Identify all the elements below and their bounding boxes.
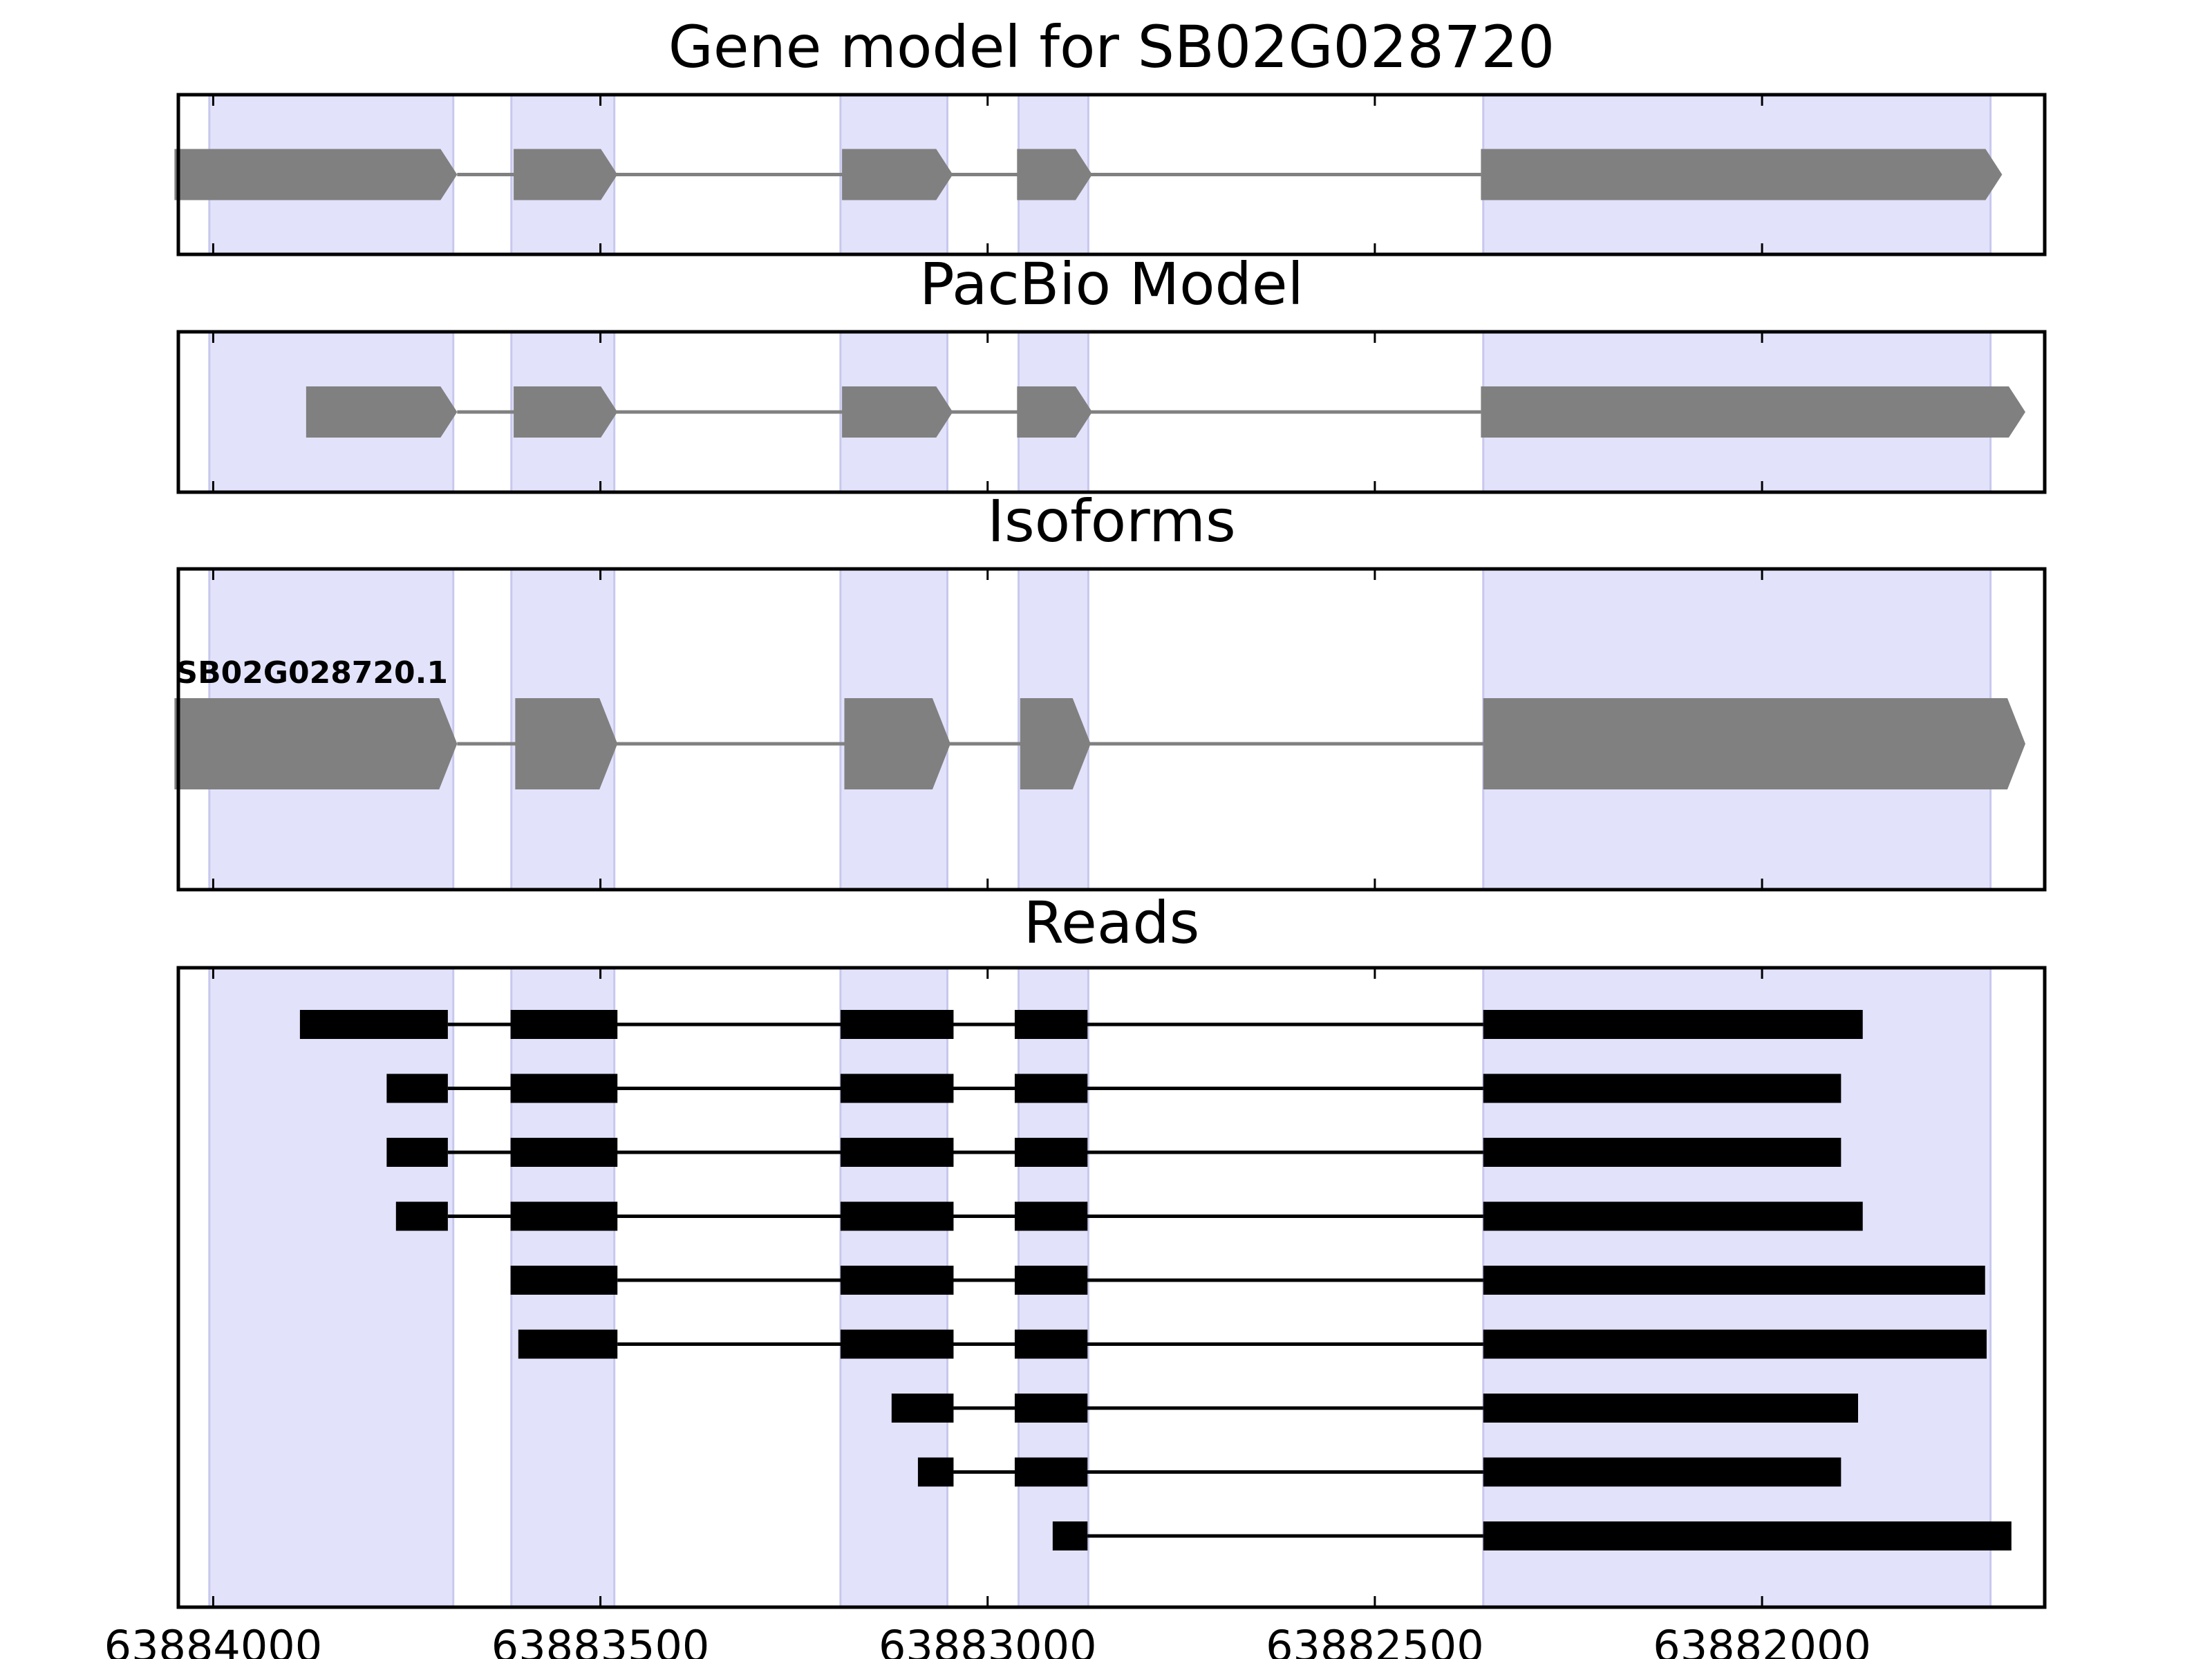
read-row <box>1052 1521 2012 1550</box>
read-exon-block <box>1014 1329 1088 1359</box>
panel-gene-model: Gene model for SB02G028720 <box>174 13 2047 256</box>
read-exon-block <box>510 1201 618 1231</box>
panel-title: Gene model for SB02G028720 <box>668 13 1555 81</box>
read-exon-block <box>1483 1074 1841 1103</box>
exon-block <box>1020 698 1091 789</box>
panel-frame <box>176 93 2047 256</box>
exon-block <box>306 386 458 438</box>
read-exon-block <box>1483 1457 1841 1487</box>
read-row <box>395 1201 1863 1231</box>
exon-block <box>174 698 458 789</box>
read-row <box>917 1457 1841 1487</box>
read-exon-block <box>840 1074 954 1103</box>
read-exon-block <box>917 1457 954 1487</box>
read-exon-block <box>510 1010 618 1039</box>
read-exon-block <box>840 1138 954 1167</box>
read-row <box>891 1394 1858 1423</box>
read-exon-block <box>1483 1010 1863 1039</box>
read-exon-block <box>299 1010 448 1039</box>
exon-block <box>514 386 618 438</box>
exon-block <box>844 698 950 789</box>
read-exon-block <box>1483 1201 1863 1231</box>
read-exon-block <box>395 1201 448 1231</box>
exon-shade-region <box>208 966 455 1609</box>
x-tick-label: 63884000 <box>104 1621 323 1659</box>
panel-reads: 63884000 63883500 63883000 63882500 63882000… <box>104 889 2047 1659</box>
exon-block <box>1017 386 1092 438</box>
read-exon-block <box>840 1010 954 1039</box>
read-exon-block <box>1014 1457 1088 1487</box>
exon-block <box>174 149 458 200</box>
read-exon-block <box>1483 1138 1841 1167</box>
panel-frame <box>176 330 2047 494</box>
read-exon-block <box>1014 1201 1088 1231</box>
exon-block <box>515 698 618 789</box>
read-exon-block <box>1014 1010 1088 1039</box>
read-exon-block <box>1014 1138 1088 1167</box>
exon-block <box>1481 149 2003 200</box>
panel-title: PacBio Model <box>919 250 1304 318</box>
read-exon-block <box>510 1074 618 1103</box>
x-tick-label: 63883500 <box>491 1621 710 1659</box>
read-row <box>299 1010 1863 1039</box>
read-exon-block <box>518 1329 618 1359</box>
read-row <box>386 1074 1841 1103</box>
panel-frame <box>176 966 2047 1609</box>
exon-block <box>1481 386 2025 438</box>
read-exon-block <box>1483 1329 1987 1359</box>
isoform-label: SB02G028720.1 <box>176 655 448 691</box>
read-exon-block <box>1483 1521 2012 1550</box>
read-exon-block <box>510 1138 618 1167</box>
read-exon-block <box>840 1201 954 1231</box>
exon-block <box>842 386 953 438</box>
exon-block <box>842 149 953 200</box>
x-tick-label: 63883000 <box>879 1621 1097 1659</box>
panel-pacbio-model: PacBio Model <box>176 250 2047 494</box>
exon-block <box>1017 149 1092 200</box>
read-exon-block <box>1483 1394 1858 1423</box>
read-exon-block <box>840 1266 954 1295</box>
exon-block <box>514 149 618 200</box>
panel-title: Isoforms <box>987 487 1236 555</box>
read-exon-block <box>510 1266 618 1295</box>
read-row <box>386 1138 1841 1167</box>
read-exon-block <box>1483 1266 1985 1295</box>
read-row <box>510 1266 1985 1295</box>
read-exon-block <box>386 1074 448 1103</box>
read-exon-block <box>386 1138 448 1167</box>
read-exon-block <box>1014 1074 1088 1103</box>
read-exon-block <box>891 1394 954 1423</box>
read-exon-block <box>1014 1394 1088 1423</box>
x-tick-label: 63882500 <box>1266 1621 1484 1659</box>
read-exon-block <box>1014 1266 1088 1295</box>
panel-isoforms: SB02G028720.1 Isoforms <box>174 487 2047 892</box>
x-tick-label: 63882000 <box>1653 1621 1871 1659</box>
exon-block <box>1483 698 2025 789</box>
read-exon-block <box>840 1329 954 1359</box>
panels-layer: Gene model for SB02G028720 PacBio Model SB… <box>104 13 2047 1659</box>
read-row <box>518 1329 1987 1359</box>
panel-frame <box>176 567 2047 892</box>
read-exon-block <box>1052 1521 1088 1550</box>
panel-title: Reads <box>1024 889 1200 957</box>
